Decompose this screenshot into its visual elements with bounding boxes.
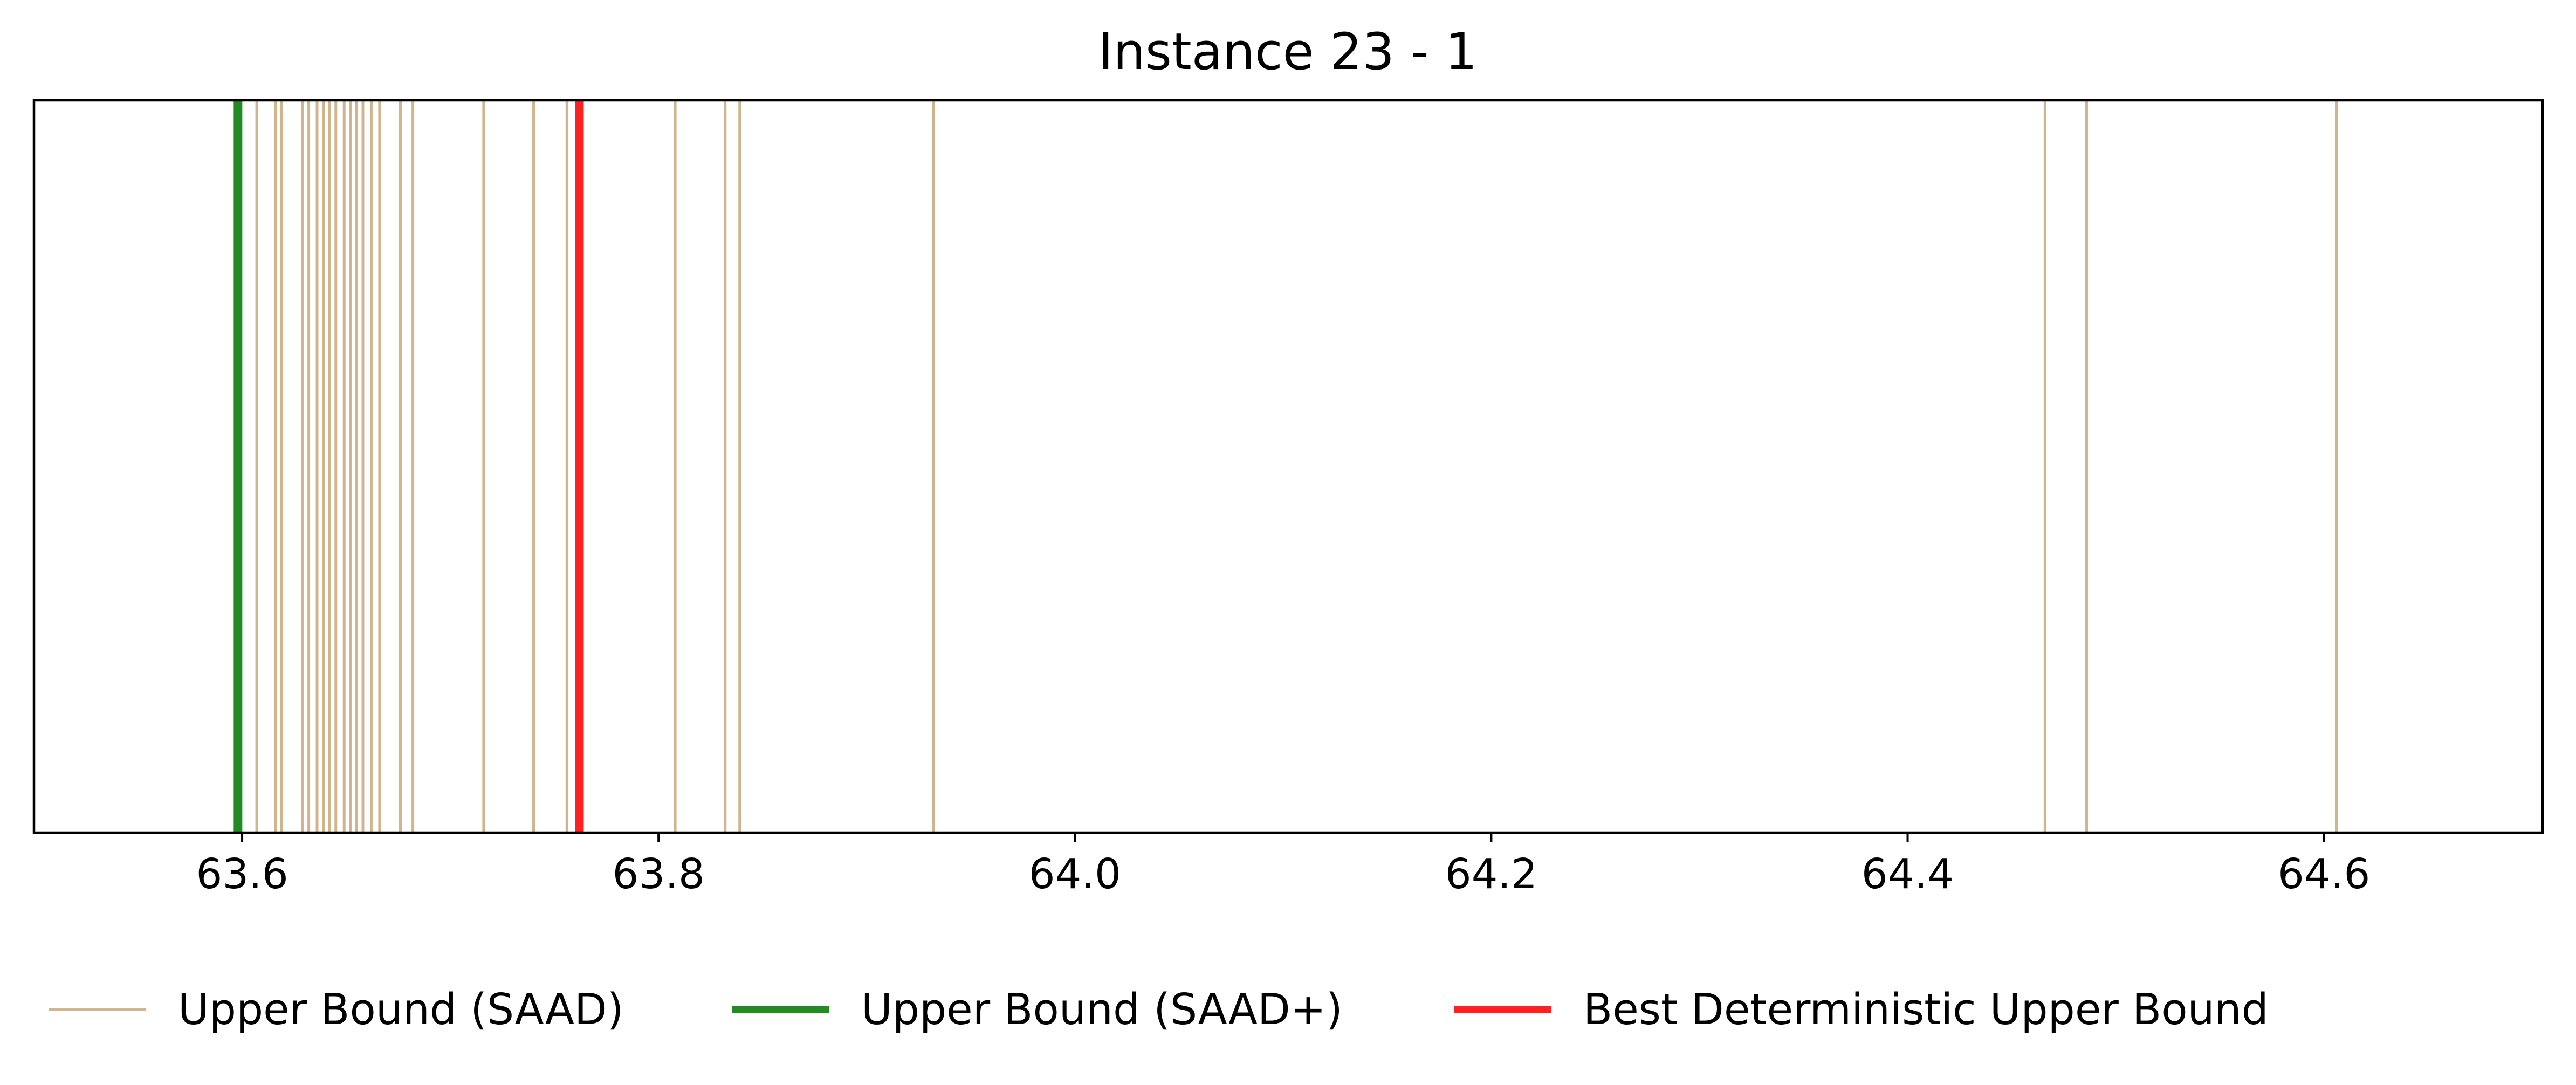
x-tick-label-3: 64.2 xyxy=(1445,850,1537,898)
legend-label-best-deterministic: Best Deterministic Upper Bound xyxy=(1583,985,2269,1034)
x-tick-label-4: 64.4 xyxy=(1861,850,1954,898)
x-tick-label-2: 64.0 xyxy=(1029,850,1121,898)
legend-label-saad-plus: Upper Bound (SAAD+) xyxy=(861,985,1343,1034)
x-axis: 63.6 63.8 64.0 64.2 64.4 64.6 xyxy=(196,833,2370,898)
plot-frame xyxy=(32,99,2544,834)
legend-label-saad: Upper Bound (SAAD) xyxy=(178,985,624,1034)
chart-title: Instance 23 - 1 xyxy=(1098,23,1478,81)
x-tick-label-0: 63.6 xyxy=(196,850,288,898)
legend: Upper Bound (SAAD) Upper Bound (SAAD+) B… xyxy=(49,985,2269,1034)
chart-marks xyxy=(233,100,2338,833)
x-tick-label-1: 63.8 xyxy=(612,850,704,898)
x-tick-label-5: 64.6 xyxy=(2278,850,2370,898)
